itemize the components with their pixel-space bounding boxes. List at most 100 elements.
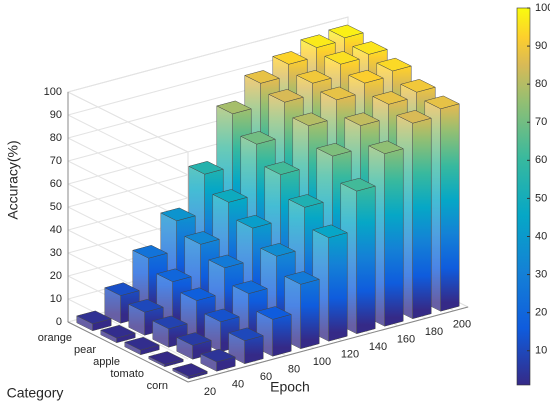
bar-top <box>424 95 460 110</box>
colorbar-tick-label: 20 <box>535 307 547 319</box>
x-tick-label: 140 <box>369 341 387 353</box>
bar-top <box>352 41 388 55</box>
bar-top <box>156 268 192 282</box>
z-tick-label: 80 <box>50 132 62 144</box>
colorbar <box>516 7 531 386</box>
colorbar-tick-label: 50 <box>535 192 547 204</box>
bar-top <box>268 89 304 103</box>
bar-top <box>208 254 244 269</box>
colorbar-tick-label: 10 <box>535 345 547 357</box>
bar-top <box>368 140 404 154</box>
bar-top <box>172 363 208 377</box>
colorbar-tick-label: 60 <box>535 154 547 166</box>
bar-top <box>216 100 252 115</box>
z-axis-label: Accuracy(%) <box>5 140 21 219</box>
bar-front <box>328 232 348 342</box>
bar-front <box>440 103 460 312</box>
bar-top <box>200 348 236 363</box>
bar-top <box>264 161 300 175</box>
z-tick-label: 70 <box>50 155 62 167</box>
bar-side-shade <box>128 304 145 336</box>
bar-top <box>376 57 412 72</box>
category-tick-label: tomato <box>110 368 144 380</box>
bar-top <box>100 324 136 339</box>
axis-line <box>67 321 189 383</box>
category-tick-label: corn <box>147 380 168 392</box>
bar-top <box>260 243 296 257</box>
colorbar-tick-label: 70 <box>535 116 547 128</box>
bar-top <box>320 86 356 101</box>
bar-top <box>232 280 268 294</box>
colorbar-tick-label: 80 <box>535 78 547 90</box>
bar-top <box>160 207 196 222</box>
bar-top <box>296 70 332 84</box>
colorbar-tick-label: 90 <box>535 40 547 52</box>
bar-top <box>212 189 248 203</box>
bar-side-shade <box>152 320 169 348</box>
bar-side-shade <box>172 368 189 379</box>
grid-line <box>67 91 189 153</box>
bar-top <box>300 34 336 48</box>
category-tick-label: apple <box>93 356 120 368</box>
bar-top <box>76 310 112 325</box>
x-tick-label: 100 <box>313 356 331 368</box>
bar-top <box>396 110 432 124</box>
z-tick-label: 20 <box>50 270 62 282</box>
bar-side-shade <box>200 354 217 372</box>
bar-top <box>272 51 308 65</box>
colorbar-tick-label: 100 <box>535 2 550 14</box>
bar-top <box>348 69 384 84</box>
x-tick-label: 120 <box>341 349 359 361</box>
z-tick-label: 40 <box>50 224 62 236</box>
grid-line <box>67 137 189 199</box>
bar-front <box>300 278 320 350</box>
z-tick-label: 10 <box>50 293 62 305</box>
bar-side-shade <box>100 330 117 343</box>
x-tick-label: 180 <box>425 326 443 338</box>
bar-top <box>152 315 188 330</box>
bar-top <box>180 287 216 301</box>
bar-top <box>316 142 352 157</box>
x-tick-label: 20 <box>204 386 216 398</box>
colorbar-tick-label: 40 <box>535 230 547 242</box>
z-tick-label: 100 <box>44 86 62 98</box>
bar-top <box>128 299 164 313</box>
grid-line <box>67 16 349 93</box>
bar-top <box>236 214 272 229</box>
bar-top <box>148 351 184 365</box>
grid-line <box>67 298 189 360</box>
x-tick-label: 80 <box>288 364 300 376</box>
bar-top <box>328 24 364 39</box>
bar-front <box>412 117 432 320</box>
bar-top <box>284 271 320 285</box>
bar-top <box>244 70 280 84</box>
x-tick-label: 40 <box>232 379 244 391</box>
category-tick-label: orange <box>38 332 72 344</box>
bar-top <box>188 161 224 175</box>
bar-top <box>288 194 324 208</box>
bar-top <box>124 336 160 351</box>
bar-top <box>176 332 212 346</box>
z-tick-label: 60 <box>50 178 62 190</box>
bar-front <box>356 185 376 335</box>
bar-side-shade <box>124 342 141 355</box>
x-tick-label: 160 <box>397 334 415 346</box>
bar-top <box>312 224 348 238</box>
bar-side-shade <box>76 315 93 331</box>
bar-top <box>132 245 168 259</box>
bar-side-shade <box>176 337 193 360</box>
x-tick-label: 60 <box>260 371 272 383</box>
bar-top <box>104 282 140 296</box>
bar-top <box>184 231 220 245</box>
category-axis-label: Category <box>7 385 64 401</box>
bar-top <box>344 112 380 126</box>
bar-top <box>372 91 408 105</box>
bar-top <box>324 51 360 65</box>
z-tick-label: 50 <box>50 201 62 213</box>
x-axis-label: Epoch <box>270 379 310 395</box>
z-tick-label: 30 <box>50 247 62 259</box>
bar-front <box>384 148 404 327</box>
grid-line <box>67 114 189 176</box>
bar-top <box>400 79 436 93</box>
